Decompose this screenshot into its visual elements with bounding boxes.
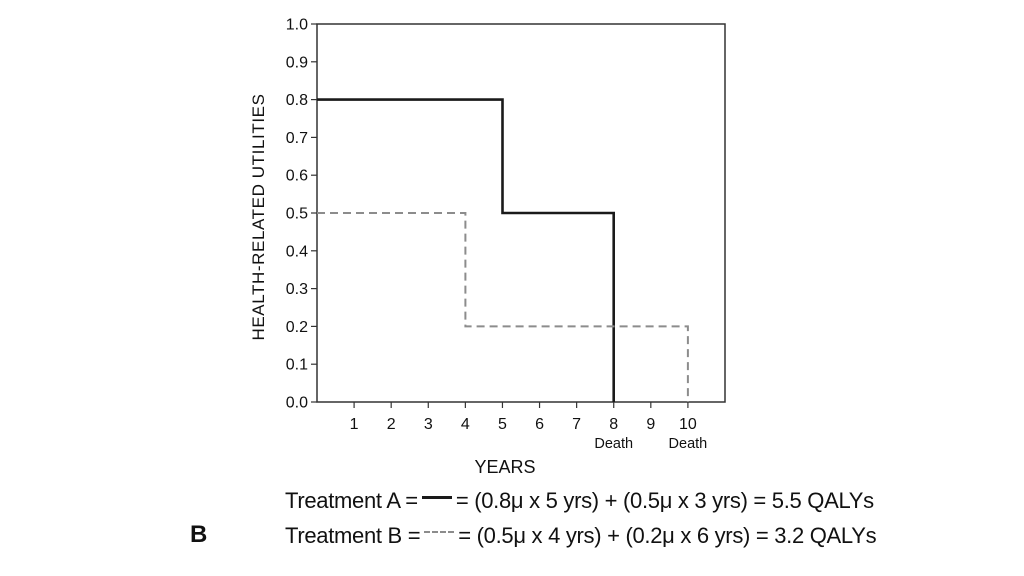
y-axis-ticks: 0.0 0.1 0.2 0.3 0.4 0.5 0.6 0.7 0.8 0.9 1.0 xyxy=(286,17,317,412)
legend-row-treatment-a: Treatment A = = (0.8μ x 5 yrs) + (0.5μ x… xyxy=(285,486,874,516)
y-tick-label: 0.5 xyxy=(286,206,308,223)
x-tick-label: 8 xyxy=(609,416,618,433)
y-tick-label: 0.0 xyxy=(286,395,308,412)
y-tick-label: 0.1 xyxy=(286,357,308,374)
x-tick-label: 2 xyxy=(387,416,396,433)
x-tick-label: 3 xyxy=(424,416,433,433)
y-axis-label: HEALTH-RELATED UTILITIES xyxy=(249,93,268,340)
y-tick-label: 1.0 xyxy=(286,17,308,34)
x-tick-label: 9 xyxy=(646,416,655,433)
legend-name-treatment-b: Treatment B = xyxy=(285,523,421,548)
x-tick-label: 5 xyxy=(498,416,507,433)
x-annotation-death: Death xyxy=(594,436,633,452)
x-axis-ticks: 1 2 3 4 5 6 7 8 9 10 Death Death xyxy=(350,402,708,452)
y-tick-label: 0.9 xyxy=(286,54,308,71)
x-annotation-death: Death xyxy=(669,436,708,452)
x-tick-label: 7 xyxy=(572,416,581,433)
legend-swatch-treatment-b xyxy=(424,531,455,533)
y-tick-label: 0.7 xyxy=(286,130,308,147)
panel-label: B xyxy=(190,521,208,548)
legend-swatch-treatment-a xyxy=(421,495,452,499)
y-tick-label: 0.3 xyxy=(286,281,308,298)
y-tick-label: 0.4 xyxy=(286,243,308,260)
y-tick-label: 0.8 xyxy=(286,92,308,109)
x-tick-label: 1 xyxy=(350,416,359,433)
x-tick-label: 6 xyxy=(535,416,544,433)
series-line-treatment-b xyxy=(317,212,689,402)
legend-formula-treatment-a: = (0.8μ x 5 yrs) + (0.5μ x 3 yrs) = 5.5 … xyxy=(455,488,874,513)
x-axis-label: YEARS xyxy=(474,457,535,477)
x-tick-label: 4 xyxy=(461,416,470,433)
x-tick-label: 10 xyxy=(679,416,697,433)
y-tick-label: 0.2 xyxy=(286,319,308,336)
legend-formula-treatment-b: = (0.5μ x 4 yrs) + (0.2μ x 6 yrs) = 3.2 … xyxy=(458,523,877,548)
legend-row-treatment-b: Treatment B = = (0.5μ x 4 yrs) + (0.2μ x… xyxy=(285,521,877,551)
series-line-treatment-a xyxy=(317,98,615,402)
legend-name-treatment-a: Treatment A = xyxy=(285,488,418,513)
series-layer xyxy=(317,98,689,402)
y-tick-label: 0.6 xyxy=(286,168,308,185)
